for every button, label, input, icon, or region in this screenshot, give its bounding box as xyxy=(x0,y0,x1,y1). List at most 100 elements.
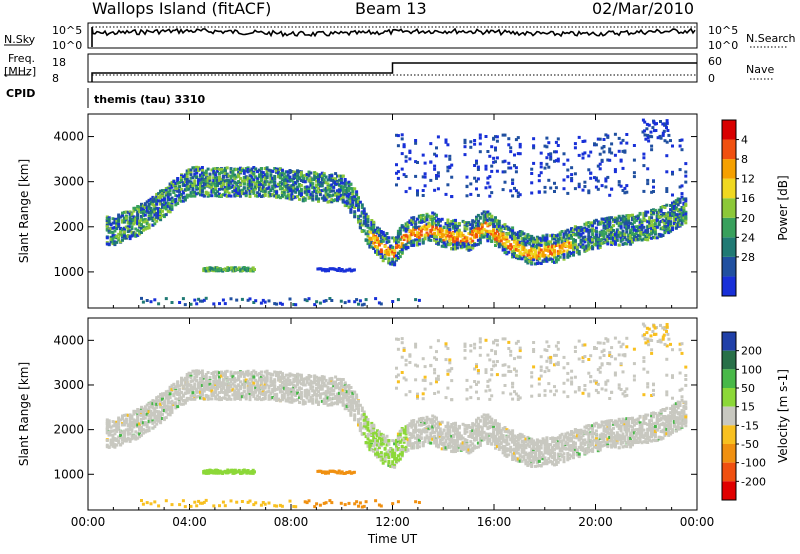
velocity-cell xyxy=(115,437,119,441)
power-cell xyxy=(225,194,229,198)
colorbar-tick-label: 50 xyxy=(741,382,755,395)
power-cell xyxy=(444,192,448,196)
power-cell xyxy=(140,223,143,226)
velocity-cell xyxy=(240,372,244,376)
velocity-cell xyxy=(326,389,330,393)
power-cell xyxy=(210,181,214,185)
velocity-cell xyxy=(115,443,119,447)
power-cell xyxy=(395,257,398,261)
power-cell xyxy=(231,171,235,175)
power-cell xyxy=(412,220,416,224)
power-cell xyxy=(141,207,145,210)
power-cell xyxy=(240,167,244,171)
power-cell xyxy=(159,218,163,222)
power-cell xyxy=(261,175,265,179)
power-cell xyxy=(315,189,319,193)
power-cell xyxy=(141,225,145,229)
power-cell xyxy=(368,240,372,244)
colorbar-segment xyxy=(722,481,736,500)
power-cell xyxy=(357,200,360,204)
velocity-cell xyxy=(423,427,427,431)
velocity-cell xyxy=(396,500,400,504)
velocity-cell xyxy=(122,439,126,443)
power-cell xyxy=(143,227,147,231)
colorbar-segment xyxy=(722,276,736,296)
velocity-cell xyxy=(366,426,370,430)
power-cell xyxy=(414,227,418,231)
velocity-cell xyxy=(216,382,220,385)
velocity-cell xyxy=(317,383,320,387)
power-cell xyxy=(164,188,168,192)
colorbar-tick-label: 12 xyxy=(741,173,755,186)
power-cell xyxy=(122,216,126,220)
velocity-cell xyxy=(231,378,235,381)
velocity-cell xyxy=(353,415,357,419)
power-cell xyxy=(206,176,210,180)
power-cell xyxy=(398,245,402,249)
velocity-cell xyxy=(153,425,157,429)
colorbar-tick-label: 100 xyxy=(741,363,762,376)
power-cell xyxy=(282,176,286,179)
power-cell xyxy=(341,193,345,197)
velocity-cell xyxy=(454,450,457,453)
power-cell xyxy=(412,228,416,232)
power-cell xyxy=(250,176,254,180)
power-cell xyxy=(267,299,271,303)
power-cell xyxy=(197,187,201,191)
power-cell xyxy=(166,202,170,205)
power-cell xyxy=(330,189,334,193)
velocity-cell xyxy=(113,423,117,427)
power-cell xyxy=(166,195,170,199)
power-cell xyxy=(237,192,241,195)
velocity-cell xyxy=(145,412,149,416)
velocity-cell xyxy=(284,398,288,402)
velocity-cell xyxy=(221,373,225,377)
velocity-cell xyxy=(307,376,311,380)
velocity-cell xyxy=(126,430,130,433)
velocity-cell xyxy=(214,387,218,391)
velocity-cell xyxy=(396,337,400,341)
velocity-cell xyxy=(202,381,206,385)
power-cell xyxy=(425,227,429,231)
power-cell xyxy=(307,170,311,174)
power-cell xyxy=(372,220,376,224)
velocity-cell xyxy=(315,379,319,383)
colorbar-segment xyxy=(722,388,736,407)
power-cell xyxy=(170,301,174,304)
velocity-cell xyxy=(134,436,138,440)
power-cell xyxy=(294,187,298,191)
power-cell xyxy=(256,194,260,198)
velocity-cell xyxy=(347,388,351,392)
power-cell xyxy=(176,194,180,198)
power-cell xyxy=(172,191,176,194)
velocity-cell xyxy=(423,436,427,440)
colorbar-segment xyxy=(722,159,736,179)
power-cell xyxy=(227,194,231,198)
velocity-cell xyxy=(292,380,296,384)
power-cell xyxy=(353,215,357,219)
power-cell xyxy=(377,240,381,244)
power-cell xyxy=(436,171,440,175)
power-cell xyxy=(269,175,273,179)
velocity-cell xyxy=(155,400,159,403)
velocity-cell xyxy=(444,440,448,444)
power-cell xyxy=(343,178,347,181)
velocity-cell xyxy=(119,429,123,433)
power-cell xyxy=(305,189,309,193)
velocity-cell xyxy=(164,394,168,398)
power-cell xyxy=(362,219,366,223)
power-cell xyxy=(387,257,391,261)
velocity-cell xyxy=(446,432,450,436)
velocity-cell xyxy=(140,413,143,417)
power-cell xyxy=(328,177,332,181)
power-cell xyxy=(294,170,298,174)
velocity-cell xyxy=(200,384,204,387)
velocity-cell xyxy=(402,428,406,432)
velocity-cell xyxy=(141,431,145,435)
velocity-cell xyxy=(370,424,374,427)
velocity-cell xyxy=(235,390,239,394)
power-cell xyxy=(176,202,180,205)
power-cell xyxy=(193,194,197,198)
power-cell xyxy=(122,220,126,224)
velocity-cell xyxy=(278,379,282,383)
